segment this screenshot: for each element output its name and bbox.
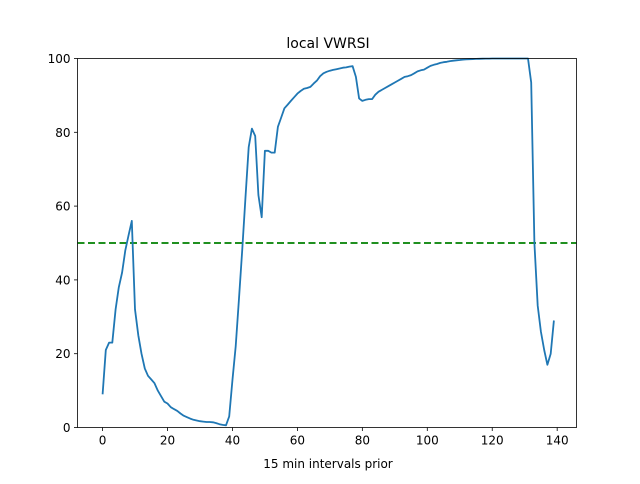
- x-tick-label: 40: [225, 434, 240, 448]
- x-tick-label: 0: [99, 434, 107, 448]
- y-tick-label: 0: [63, 421, 71, 435]
- x-tick-label: 60: [290, 434, 305, 448]
- x-tick-label: 20: [160, 434, 175, 448]
- x-axis-label: 15 min intervals prior: [263, 457, 393, 471]
- y-tick-label: 100: [48, 52, 71, 66]
- chart-title: local VWRSI: [286, 36, 369, 52]
- y-tick-label: 20: [55, 347, 70, 361]
- x-tick-label: 140: [546, 434, 569, 448]
- y-tick-label: 60: [55, 200, 70, 214]
- axes-frame: [77, 58, 577, 428]
- x-tick-label: 80: [355, 434, 370, 448]
- y-tick-label: 80: [55, 126, 70, 140]
- x-tick-label: 120: [481, 434, 504, 448]
- x-tick-label: 100: [416, 434, 439, 448]
- y-tick-label: 40: [55, 273, 70, 287]
